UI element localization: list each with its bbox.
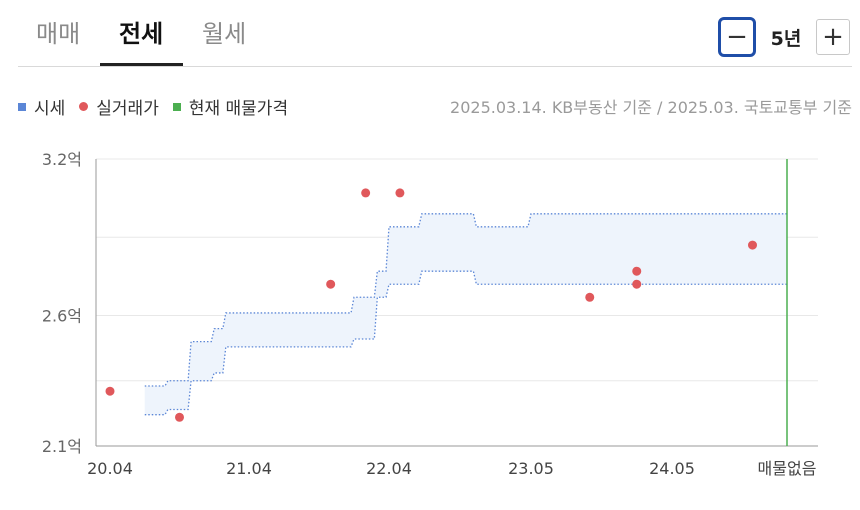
x-tick-label: 24.05 bbox=[649, 459, 695, 478]
tab-monthly-rent[interactable]: 월세 bbox=[202, 20, 247, 48]
transaction-point bbox=[632, 279, 642, 289]
tab-sale[interactable]: 매매 bbox=[36, 20, 81, 48]
market-price-upper-line bbox=[144, 213, 787, 387]
x-tick-label: 22.04 bbox=[366, 459, 412, 478]
x-tick-label: 20.04 bbox=[87, 459, 133, 478]
transaction-point bbox=[175, 412, 184, 422]
transaction-point bbox=[748, 240, 757, 250]
data-source-note: 2025.03.14. KB부동산 기준 / 2025.03. 국토교통부 기준 bbox=[450, 98, 852, 117]
transaction-point bbox=[632, 266, 642, 276]
y-tick-label: 2.6억 bbox=[42, 307, 82, 326]
tab-jeonse[interactable]: 전세 bbox=[119, 20, 164, 48]
transaction-point bbox=[585, 292, 595, 302]
transaction-point bbox=[105, 386, 115, 396]
x-tick-label: 23.05 bbox=[508, 459, 554, 478]
period-increase-button[interactable]: + bbox=[816, 19, 850, 55]
legend-item-market-price[interactable]: 시세 bbox=[18, 94, 65, 119]
tabs-divider bbox=[18, 66, 852, 67]
plus-icon: + bbox=[822, 22, 844, 52]
price-type-tabs: 매매 전세 월세 bbox=[18, 0, 860, 68]
period-decrease-button[interactable]: − bbox=[718, 17, 756, 57]
legend-item-transactions[interactable]: 실거래가 bbox=[79, 94, 159, 119]
y-tick-label: 2.1억 bbox=[42, 437, 82, 456]
transaction-point bbox=[395, 188, 405, 198]
square-icon bbox=[172, 102, 181, 111]
period-label: 5년 bbox=[770, 27, 802, 50]
transaction-point bbox=[326, 279, 336, 289]
legend-label: 현재 매물가격 bbox=[188, 99, 289, 119]
legend-label: 실거래가 bbox=[96, 99, 159, 119]
legend-label: 시세 bbox=[34, 99, 66, 119]
x-tick-label: 매물없음 bbox=[758, 459, 817, 478]
minus-icon: − bbox=[726, 22, 748, 52]
square-icon bbox=[18, 102, 26, 111]
y-tick-label: 3.2억 bbox=[42, 150, 82, 169]
active-tab-indicator bbox=[100, 63, 183, 67]
chart-legend: 시세 실거래가 현재 매물가격 bbox=[18, 94, 302, 119]
legend-item-current-listing[interactable]: 현재 매물가격 bbox=[172, 94, 289, 119]
dot-icon bbox=[79, 102, 89, 111]
x-tick-label: 21.04 bbox=[226, 459, 272, 478]
market-price-band-fill bbox=[144, 213, 787, 415]
period-control: − 5년 + bbox=[718, 17, 850, 57]
transaction-point bbox=[361, 188, 371, 198]
